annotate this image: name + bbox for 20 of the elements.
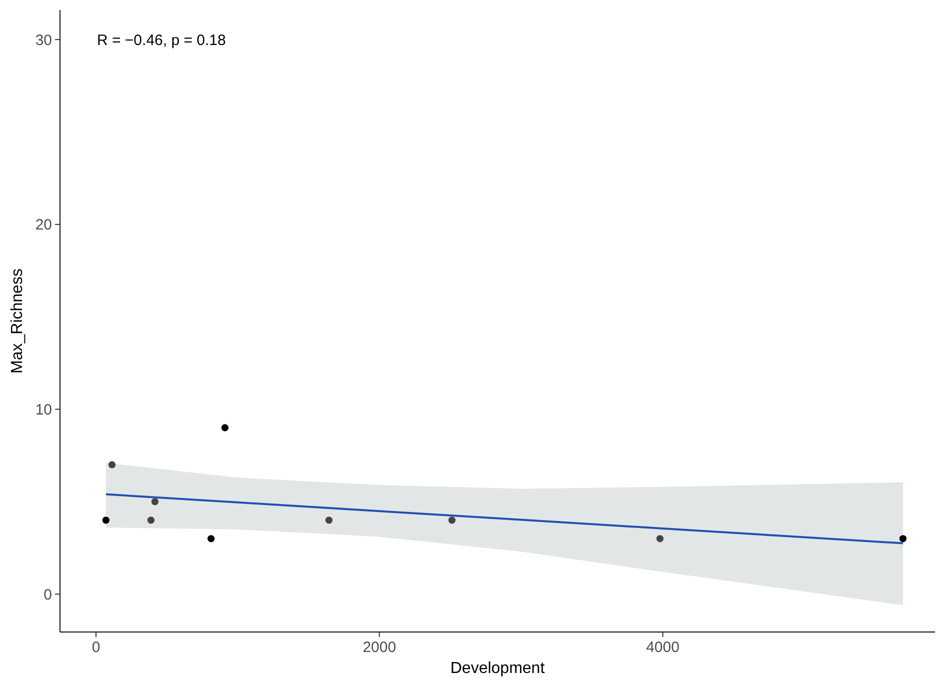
point bbox=[207, 535, 215, 542]
point bbox=[448, 516, 456, 524]
point bbox=[221, 424, 229, 432]
y-tick-label: 10 bbox=[35, 402, 52, 419]
y-tick-label: 30 bbox=[35, 32, 52, 49]
y-tick-label: 0 bbox=[44, 586, 52, 604]
point bbox=[325, 516, 333, 524]
x-tick-label: 2000 bbox=[362, 639, 396, 656]
x-axis-title: Development bbox=[450, 660, 546, 677]
point bbox=[656, 535, 664, 542]
point bbox=[147, 516, 155, 524]
y-axis-title: Max_Richness bbox=[9, 268, 26, 374]
point bbox=[102, 516, 110, 524]
x-tick-label: 4000 bbox=[646, 639, 680, 656]
y-tick-label: 20 bbox=[35, 216, 52, 234]
point bbox=[899, 535, 907, 542]
x-tick-label: 0 bbox=[92, 639, 100, 656]
point bbox=[151, 498, 159, 506]
annotation: R = −0.46, p = 0.18 bbox=[97, 32, 226, 49]
point bbox=[108, 461, 116, 468]
